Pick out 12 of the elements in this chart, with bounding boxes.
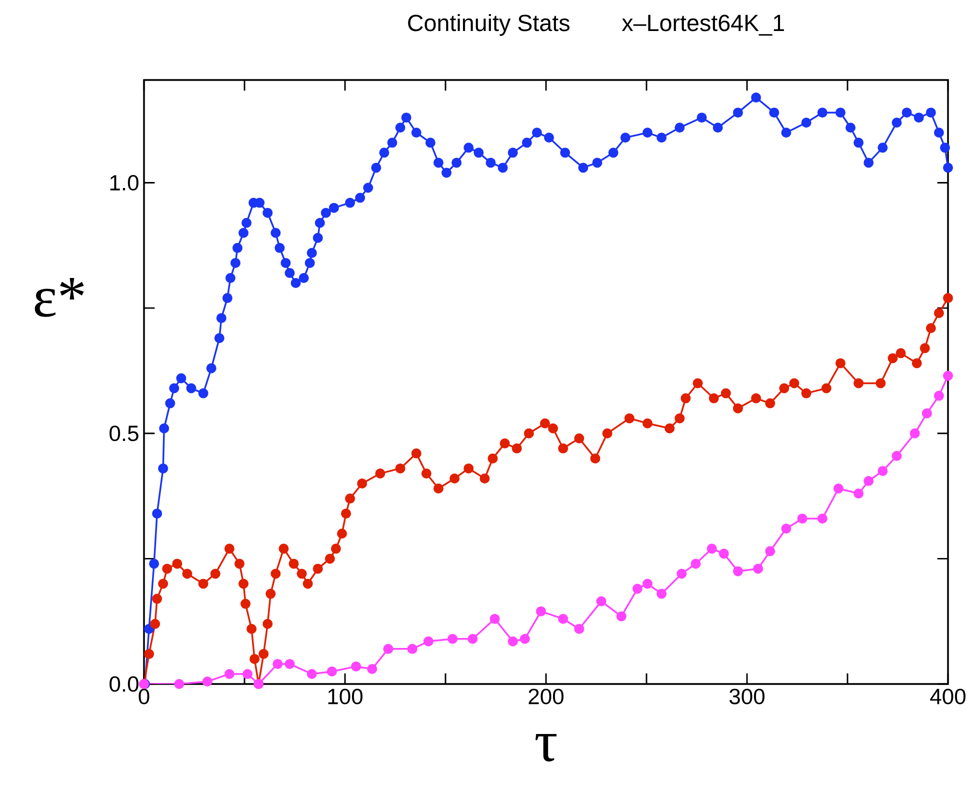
- y-tick-label: 0.0: [110, 676, 138, 692]
- x-tick-label: 400: [930, 688, 966, 704]
- x-tick-label: 300: [729, 688, 764, 704]
- x-tick-label: 200: [528, 688, 564, 704]
- x-tick-label: 0: [138, 688, 150, 704]
- y-tick-label: 1.0: [110, 174, 138, 191]
- chart-title: Continuity Stats: [408, 14, 570, 36]
- y-tick-label: 0.5: [110, 426, 138, 442]
- x-axis-title: τ: [536, 734, 557, 762]
- x-tick-label: 100: [328, 688, 362, 704]
- y-axis-title: ε*: [34, 278, 84, 317]
- chart-subtitle: x–Lortest64K_1: [622, 14, 784, 36]
